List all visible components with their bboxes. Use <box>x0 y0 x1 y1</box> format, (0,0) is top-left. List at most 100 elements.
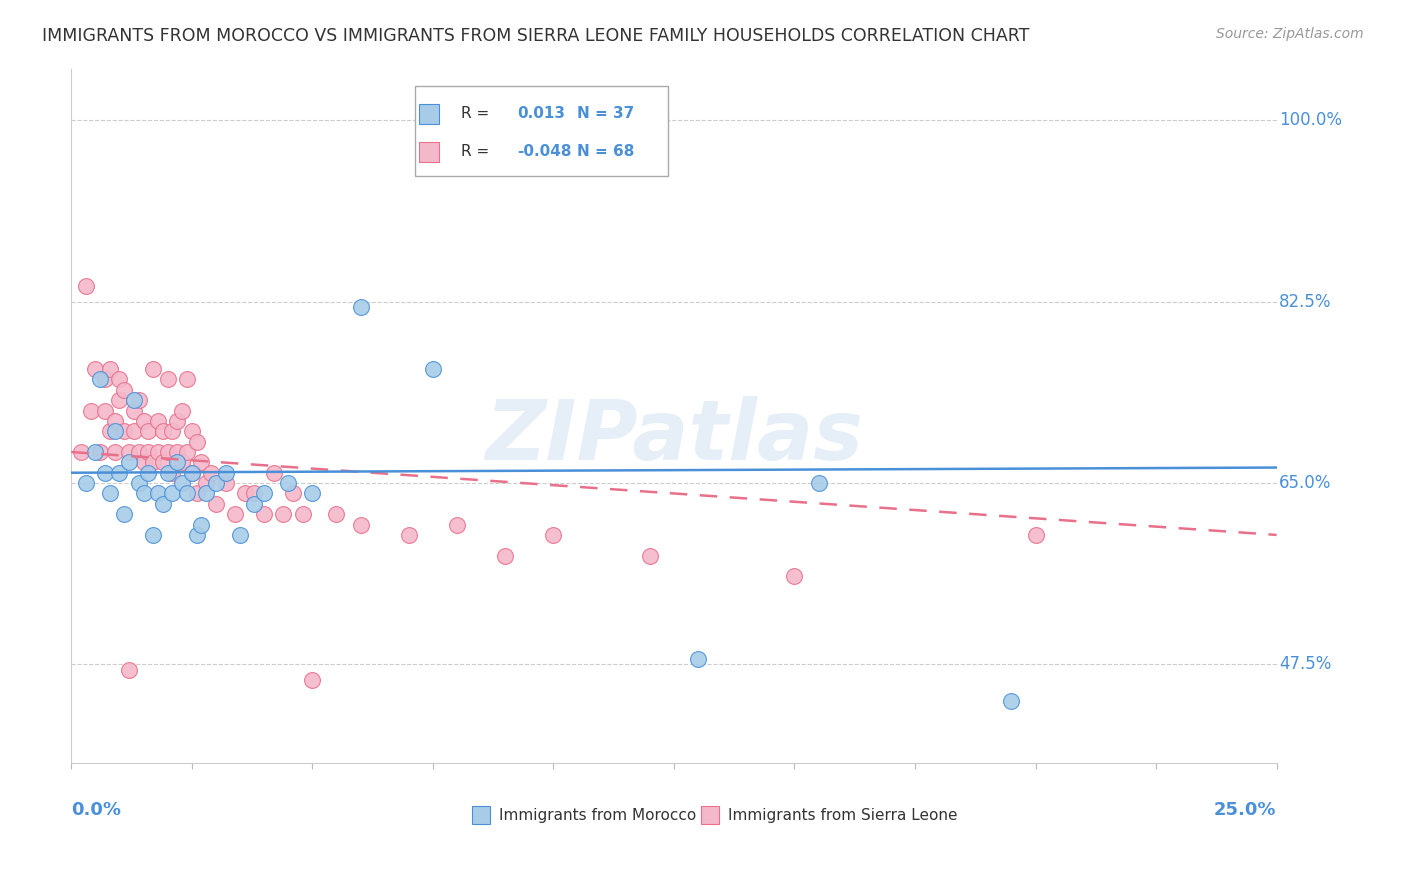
Point <box>122 393 145 408</box>
Point <box>108 466 131 480</box>
Point <box>75 279 97 293</box>
Point <box>172 476 194 491</box>
Point <box>128 393 150 408</box>
Text: R =: R = <box>461 106 489 121</box>
Text: 0.0%: 0.0% <box>72 801 121 819</box>
Point <box>79 403 101 417</box>
Point <box>200 466 222 480</box>
Point <box>172 455 194 469</box>
Point <box>172 403 194 417</box>
Point <box>132 486 155 500</box>
Point <box>273 507 295 521</box>
Point <box>94 372 117 386</box>
Text: 47.5%: 47.5% <box>1279 656 1331 673</box>
Point <box>180 424 202 438</box>
Point <box>142 362 165 376</box>
Point <box>233 486 256 500</box>
Text: 25.0%: 25.0% <box>1215 801 1277 819</box>
Point <box>205 497 228 511</box>
Point <box>152 455 174 469</box>
Point <box>132 414 155 428</box>
Point <box>205 476 228 491</box>
Point <box>422 362 444 376</box>
Point <box>446 517 468 532</box>
Text: 65.0%: 65.0% <box>1279 475 1331 492</box>
Point <box>98 362 121 376</box>
Point <box>166 445 188 459</box>
Point <box>128 476 150 491</box>
Point <box>146 445 169 459</box>
Point <box>162 466 184 480</box>
Point <box>325 507 347 521</box>
Point <box>349 517 371 532</box>
FancyBboxPatch shape <box>415 86 668 176</box>
Point <box>180 466 202 480</box>
Text: Source: ZipAtlas.com: Source: ZipAtlas.com <box>1216 27 1364 41</box>
Point <box>132 455 155 469</box>
Point <box>94 403 117 417</box>
Point <box>166 455 188 469</box>
Text: 0.013: 0.013 <box>517 106 565 121</box>
Point <box>277 476 299 491</box>
Text: IMMIGRANTS FROM MOROCCO VS IMMIGRANTS FROM SIERRA LEONE FAMILY HOUSEHOLDS CORREL: IMMIGRANTS FROM MOROCCO VS IMMIGRANTS FR… <box>42 27 1029 45</box>
Point <box>152 424 174 438</box>
Point <box>783 569 806 583</box>
Text: Immigrants from Sierra Leone: Immigrants from Sierra Leone <box>728 807 957 822</box>
Point <box>166 414 188 428</box>
Point <box>1000 694 1022 708</box>
Text: Immigrants from Morocco: Immigrants from Morocco <box>499 807 696 822</box>
Point <box>186 434 208 449</box>
Text: R =: R = <box>461 145 489 160</box>
Point <box>195 486 218 500</box>
Text: ZIPatlas: ZIPatlas <box>485 396 863 477</box>
Point <box>104 414 127 428</box>
Point <box>138 424 160 438</box>
Point <box>112 383 135 397</box>
Text: -0.048: -0.048 <box>517 145 572 160</box>
Text: N = 37: N = 37 <box>578 106 634 121</box>
Point <box>122 424 145 438</box>
Point <box>108 393 131 408</box>
Point <box>281 486 304 500</box>
Point <box>807 476 830 491</box>
Point <box>142 455 165 469</box>
Point <box>186 528 208 542</box>
Text: 100.0%: 100.0% <box>1279 112 1341 129</box>
Point <box>146 486 169 500</box>
Point <box>301 673 323 687</box>
Point <box>112 424 135 438</box>
Point <box>253 486 276 500</box>
Point <box>543 528 565 542</box>
Point <box>89 445 111 459</box>
Point <box>142 528 165 542</box>
Point <box>94 466 117 480</box>
Point <box>291 507 314 521</box>
Point <box>186 486 208 500</box>
Point <box>70 445 93 459</box>
Point <box>84 362 107 376</box>
Point <box>494 549 516 563</box>
Point <box>243 497 266 511</box>
Point <box>224 507 246 521</box>
Point <box>112 507 135 521</box>
Point <box>398 528 420 542</box>
Point <box>162 486 184 500</box>
Point <box>138 466 160 480</box>
Point <box>243 486 266 500</box>
Point <box>180 466 202 480</box>
Point <box>156 372 179 386</box>
Point <box>229 528 252 542</box>
Point <box>301 486 323 500</box>
Point <box>104 424 127 438</box>
Point <box>98 486 121 500</box>
Point <box>1025 528 1047 542</box>
Point <box>195 476 218 491</box>
Point <box>89 372 111 386</box>
Point <box>263 466 285 480</box>
Point <box>156 445 179 459</box>
Point <box>152 497 174 511</box>
Point <box>176 486 198 500</box>
Point <box>190 517 212 532</box>
Point <box>162 424 184 438</box>
Point <box>214 476 236 491</box>
